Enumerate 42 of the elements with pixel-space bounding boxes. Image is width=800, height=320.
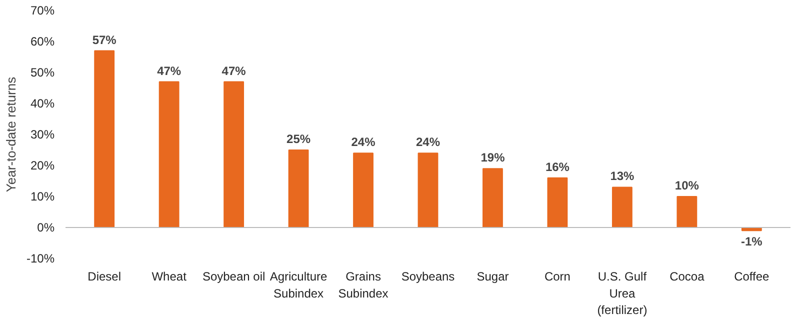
y-tick-label: 10% bbox=[30, 190, 55, 204]
bar bbox=[353, 152, 374, 228]
data-label: 24% bbox=[416, 135, 440, 150]
data-label: -1% bbox=[740, 234, 763, 249]
x-tick-label: Coffee bbox=[734, 270, 770, 284]
data-label: 16% bbox=[545, 160, 570, 174]
data-label: 24% bbox=[351, 135, 376, 150]
bar bbox=[676, 196, 698, 228]
x-tick-label: U.S. Gulf Urea (fertilizer) bbox=[597, 270, 648, 318]
data-label: 57% bbox=[92, 32, 117, 47]
x-tick-label: Corn bbox=[544, 270, 570, 284]
y-tick-label: 0% bbox=[37, 220, 55, 234]
x-tick-label: Agriculture Subindex bbox=[270, 270, 328, 300]
x-tick-label: Wheat bbox=[152, 270, 188, 284]
bar bbox=[158, 81, 180, 228]
data-label: 47% bbox=[222, 64, 246, 78]
bar bbox=[418, 152, 438, 228]
y-tick-label: 50% bbox=[30, 66, 55, 80]
y-tick-label: 60% bbox=[30, 34, 55, 48]
y-tick-label: 30% bbox=[30, 128, 55, 142]
x-tick-label: Sugar bbox=[476, 270, 509, 284]
x-tick-label: Grains Subindex bbox=[338, 270, 388, 300]
y-tick-label: 20% bbox=[30, 158, 55, 172]
data-label: 25% bbox=[286, 132, 311, 146]
x-tick-label: Soybean oil bbox=[202, 270, 266, 284]
bar bbox=[547, 177, 568, 228]
y-tick-label: 40% bbox=[30, 96, 55, 110]
data-label: 47% bbox=[157, 64, 182, 78]
y-tick-label: 70% bbox=[30, 4, 55, 18]
x-tick-label: Cocoa bbox=[670, 270, 705, 284]
y-axis-title: Year-to-date returns bbox=[3, 76, 18, 192]
x-tick-label: Diesel bbox=[88, 270, 122, 284]
bar bbox=[224, 81, 244, 228]
bar bbox=[482, 168, 503, 228]
bar bbox=[612, 186, 632, 228]
bar bbox=[288, 150, 309, 228]
y-tick-label: -10% bbox=[26, 252, 55, 266]
data-label: 13% bbox=[610, 169, 635, 184]
bar bbox=[94, 50, 115, 228]
data-label: 19% bbox=[480, 150, 506, 165]
data-label: 10% bbox=[674, 178, 700, 192]
x-tick-label: Soybeans bbox=[401, 270, 455, 284]
